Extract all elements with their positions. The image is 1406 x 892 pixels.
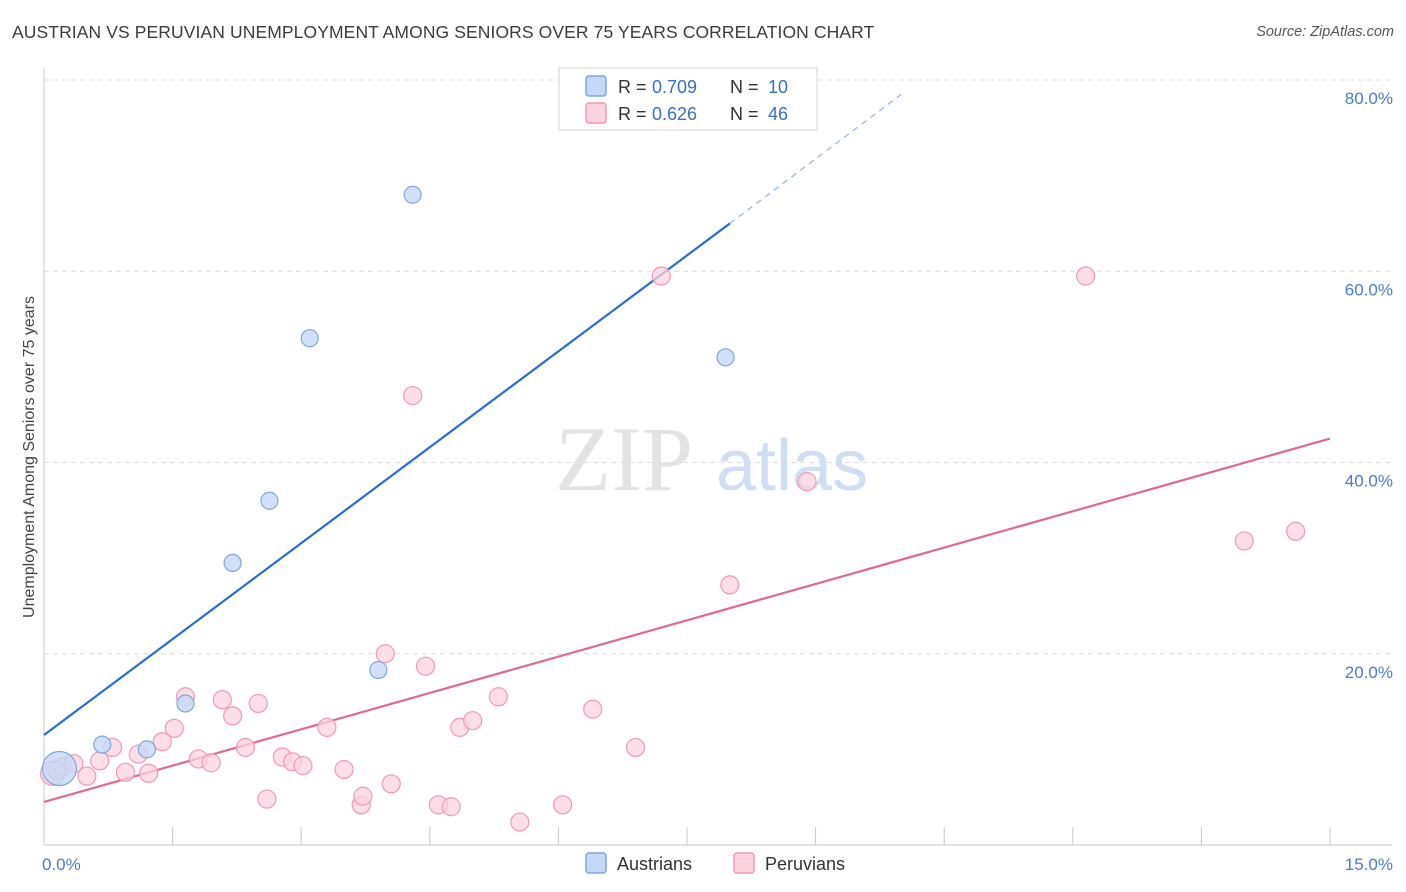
point-peruvians (334, 759, 354, 780)
point-peruvians (201, 753, 221, 773)
series-legend-swatch-peruvians (733, 852, 755, 874)
legend-n-label-austrians: N = (730, 77, 759, 97)
series-legend-swatch-austrians (585, 852, 607, 874)
trend-lines (43, 93, 1331, 804)
point-peruvians (235, 737, 256, 758)
point-austrians (403, 185, 422, 204)
point-peruvians (1076, 266, 1096, 286)
data-points (39, 185, 1306, 832)
point-peruvians (164, 718, 184, 738)
point-peruvians (720, 575, 740, 595)
point-peruvians (152, 732, 172, 752)
point-austrians (93, 735, 112, 754)
point-peruvians (403, 385, 423, 406)
point-peruvians (797, 472, 817, 492)
series-legend: Austrians Peruvians (585, 852, 845, 874)
point-peruvians (317, 717, 337, 737)
point-peruvians (1286, 521, 1306, 541)
point-austrians (716, 348, 735, 367)
point-peruvians (375, 644, 395, 664)
point-austrians (176, 694, 195, 713)
watermark-zip: ZIP (555, 408, 693, 510)
point-peruvians (293, 756, 313, 776)
point-austrians (369, 660, 388, 680)
point-peruvians (583, 699, 603, 719)
legend-n-value-austrians: 10 (768, 77, 788, 97)
point-peruvians (510, 812, 530, 832)
legend-r-value-austrians: 0.709 (652, 77, 697, 97)
point-peruvians (381, 774, 401, 794)
point-peruvians (651, 266, 671, 286)
point-peruvians (353, 786, 373, 806)
y-axis-label: Unemployment Among Seniors over 75 years (21, 296, 38, 618)
point-peruvians (115, 762, 136, 782)
legend-r-value-peruvians: 0.626 (652, 104, 697, 124)
x-tick-label: 0.0% (42, 855, 81, 874)
watermark-atlas: atlas (716, 426, 868, 506)
axes (43, 68, 1392, 846)
x-tick-label: 15.0% (1345, 855, 1393, 874)
legend-r-label-peruvians: R = (618, 104, 647, 124)
grid-lines (44, 79, 1392, 655)
y-tick-label: 60.0% (1345, 280, 1393, 299)
legend-n-value-peruvians: 46 (768, 104, 788, 124)
point-peruvians (1234, 531, 1254, 551)
y-tick-labels: 20.0% 40.0% 60.0% 80.0% (1345, 89, 1393, 682)
point-austrians (260, 491, 279, 510)
chart-title: AUSTRIAN VS PERUVIAN UNEMPLOYMENT AMONG … (12, 22, 875, 42)
trend-line-austrians-extension (729, 93, 902, 224)
series-legend-label-peruvians: Peruvians (765, 854, 845, 874)
point-peruvians (138, 763, 159, 783)
y-tick-label: 40.0% (1345, 472, 1393, 491)
point-peruvians (248, 693, 268, 714)
legend-swatch-peruvians (585, 102, 607, 124)
point-austrians (300, 329, 319, 348)
point-peruvians (90, 751, 110, 771)
point-peruvians (223, 706, 243, 726)
point-austrians (41, 750, 78, 787)
point-peruvians (553, 795, 573, 815)
point-peruvians (441, 797, 461, 817)
source-label: Source: ZipAtlas.com (1256, 24, 1394, 40)
legend-swatch-austrians (585, 75, 607, 97)
y-tick-label: 20.0% (1345, 663, 1393, 682)
trend-line-peruvians (43, 437, 1331, 804)
x-tick-labels: 0.0% 15.0% (42, 855, 1393, 874)
correlation-legend: R = 0.709 N = 10 R = 0.626 N = 46 (558, 67, 818, 131)
trend-line-austrians (43, 222, 731, 736)
legend-n-label-peruvians: N = (730, 104, 759, 124)
point-peruvians (77, 766, 97, 786)
point-austrians (223, 553, 242, 573)
point-austrians (137, 740, 156, 759)
series-legend-label-austrians: Austrians (617, 854, 692, 874)
point-peruvians (212, 690, 232, 710)
y-tick-label: 80.0% (1345, 89, 1393, 108)
point-peruvians (463, 711, 483, 731)
legend-r-label-austrians: R = (618, 77, 647, 97)
point-peruvians (257, 789, 277, 809)
point-peruvians (415, 656, 436, 676)
point-peruvians (625, 737, 646, 758)
point-peruvians (488, 687, 508, 707)
